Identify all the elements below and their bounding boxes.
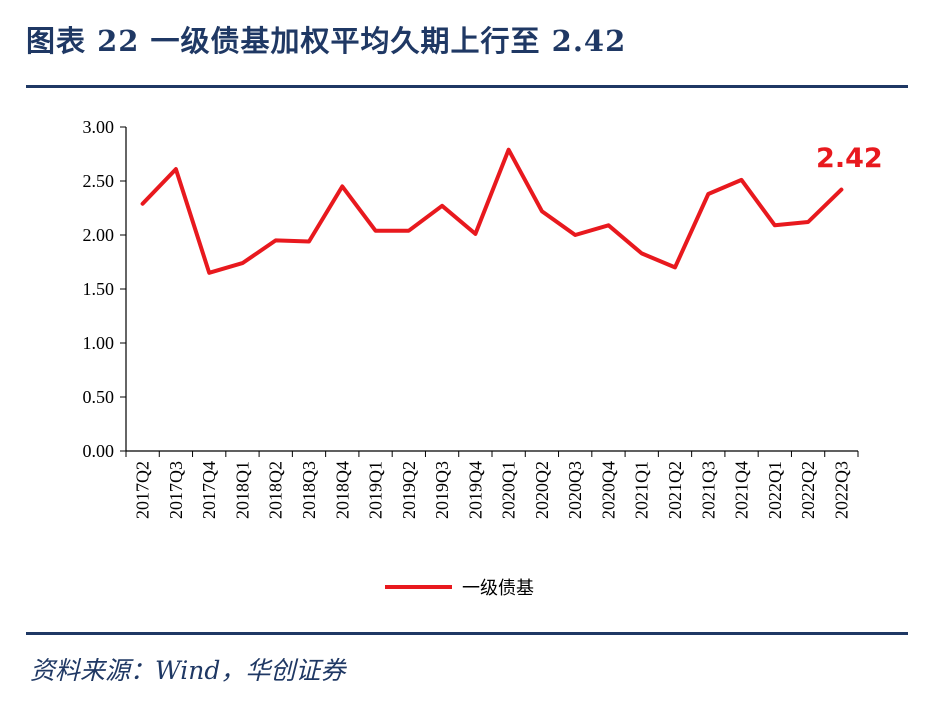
data-point [142,203,144,205]
x-tick-label: 2019Q1 [366,461,386,519]
y-tick-label: 0.00 [83,441,115,461]
x-tick-label: 2020Q3 [565,461,585,519]
data-point [774,224,776,226]
x-tick-label: 2020Q1 [499,461,519,519]
data-point [275,239,277,241]
data-point [175,168,177,170]
x-tick-label: 2020Q2 [532,461,552,519]
data-point [408,230,410,232]
x-tick-label: 2017Q2 [133,461,153,519]
data-point [474,233,476,235]
data-point [807,221,809,223]
x-tick-label: 2020Q4 [598,461,618,519]
data-point [641,252,643,254]
y-tick-label: 0.50 [83,387,115,407]
data-point [242,262,243,264]
data-point [840,189,842,191]
source-note: 资料来源：Wind，华创证券 [30,656,346,685]
x-tick-label: 2022Q2 [798,461,818,519]
y-tick-label: 1.50 [83,279,115,299]
x-tick-label: 2019Q4 [465,461,485,519]
data-point [441,205,443,207]
y-tick-label: 1.00 [83,333,115,353]
top-rule [26,85,908,88]
value-callout: 2.42 [816,143,883,174]
data-point [508,149,510,151]
x-tick-label: 2018Q4 [332,461,352,519]
data-point [608,224,609,226]
data-point [674,266,676,268]
data-point [541,210,543,212]
x-tick-label: 2019Q2 [399,461,419,519]
x-tick-label: 2022Q3 [831,461,851,519]
x-tick-label: 2018Q2 [266,461,286,519]
x-tick-label: 2021Q4 [732,461,752,519]
x-tick-label: 2017Q3 [166,461,186,519]
y-tick-label: 3.00 [83,117,115,137]
x-tick-label: 2018Q1 [232,461,252,519]
data-point [208,272,210,274]
data-point [574,234,576,236]
y-tick-label: 2.50 [83,171,115,191]
legend-label: 一级债基 [462,578,534,599]
x-tick-label: 2018Q3 [299,461,319,519]
y-tick-label: 2.00 [83,225,115,245]
x-tick-label: 2021Q2 [665,461,685,519]
data-point [308,241,310,242]
x-tick-label: 2022Q1 [765,461,785,519]
data-point [341,185,343,187]
chart-title: 图表 22 一级债基加权平均久期上行至 2.42 [26,24,627,58]
data-point [707,193,709,195]
x-tick-label: 2021Q1 [632,461,652,519]
series-line [140,147,844,275]
data-point [741,179,742,181]
x-tick-label: 2021Q3 [698,461,718,519]
x-tick-label: 2019Q3 [432,461,452,519]
x-tick-label: 2017Q4 [199,461,219,519]
data-point [375,230,376,232]
bottom-rule [26,632,908,635]
